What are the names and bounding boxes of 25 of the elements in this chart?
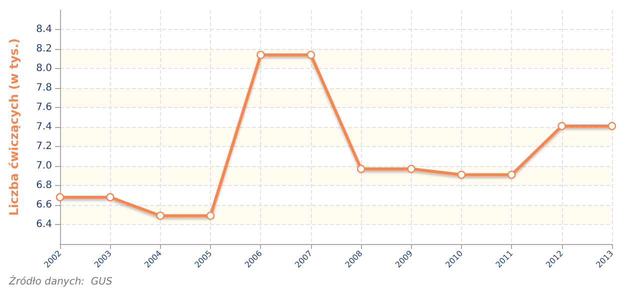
point [508,170,516,179]
y-tick-label: 6.6 [36,200,52,210]
point [206,212,215,220]
y-tick-label: 8.4 [36,24,52,35]
point [407,164,416,174]
point [608,122,616,130]
point [56,193,64,202]
point [306,50,316,59]
point [357,164,366,174]
y-tick-label: 8.2 [36,44,52,54]
text: Źródło danych: GUS [8,274,113,288]
point [156,212,164,220]
y-tick-label: 6.4 [36,219,52,230]
y-tick-label: 7.8 [36,82,52,94]
y-axis-title: Liczba ćwiczących (w tys.) [7,38,21,216]
y-tick-label: 6.8 [36,180,52,191]
point [457,170,466,179]
y-tick-label: 7.4 [36,122,52,132]
y-tick-label: 8.0 [36,63,52,74]
point [256,50,265,59]
y-tick-label: 7.0 [36,160,52,172]
point [558,122,566,130]
y-tick-label: 7.6 [36,102,52,113]
point [106,193,114,202]
y-tick-label: 7.2 [36,141,52,152]
